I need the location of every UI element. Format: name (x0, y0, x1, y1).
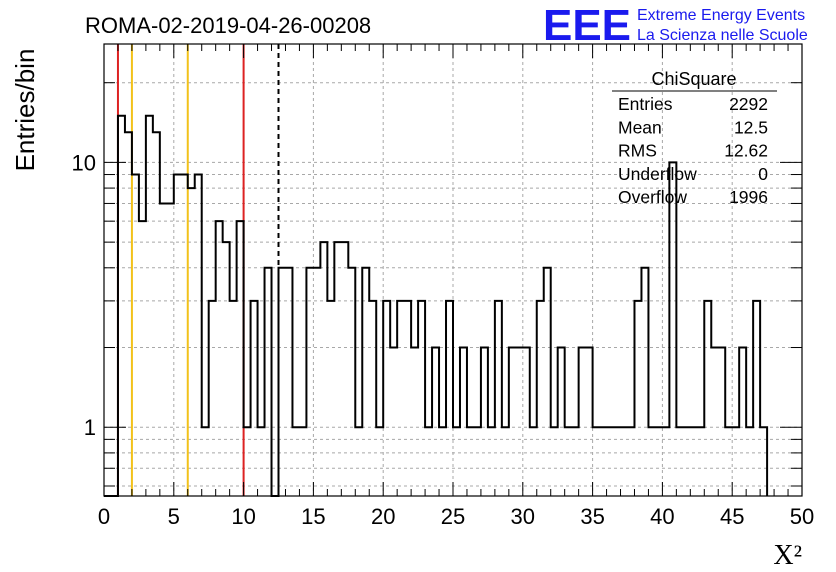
x-tick-label: 10 (231, 504, 255, 529)
reference-lines (116, 44, 280, 496)
stats-value: 12.5 (734, 117, 768, 137)
stats-rows: Entries 2292 Mean 12.5 RMS 12.62 Underflow 0 Ove… (618, 94, 768, 207)
eee-logo-line2: La Scienza nelle Scuole (637, 27, 808, 44)
stats-label: Entries (618, 94, 673, 114)
x-tick-label: 0 (98, 504, 110, 529)
stats-box: ChiSquare Entries 2292 Mean 12.5 RMS 12.62 Und… (612, 69, 777, 207)
stats-value: 12.62 (724, 141, 768, 161)
axis-ticks (103, 44, 803, 496)
x-tick-label: 30 (511, 504, 535, 529)
x-tick-label: 40 (650, 504, 674, 529)
x-tick-label: 15 (301, 504, 325, 529)
eee-logo: EEE Extreme Energy Events La Scienza nel… (543, 1, 808, 50)
stats-label: Underflow (618, 164, 697, 184)
stats-title: ChiSquare (651, 69, 736, 89)
stats-label: Overflow (618, 187, 687, 207)
y-tick-label: 10 (72, 150, 96, 175)
x-axis-label: X² (773, 540, 802, 571)
x-tick-label: 50 (790, 504, 814, 529)
x-tick-label: 35 (580, 504, 604, 529)
x-tick-label: 5 (168, 504, 180, 529)
axis-tick-labels: 0 5 10 15 20 25 30 35 40 45 50 1 10 (72, 150, 815, 529)
x-tick-label: 25 (441, 504, 465, 529)
stats-value: 2292 (729, 94, 768, 114)
histogram-bins (104, 114, 769, 497)
stats-value: 0 (758, 164, 768, 184)
histogram-outline (104, 114, 769, 497)
stats-value: 1996 (729, 187, 768, 207)
stats-label: RMS (618, 141, 657, 161)
eee-logo-mark: EEE (543, 1, 631, 50)
chart-title: ROMA-02-2019-04-26-00208 (85, 13, 371, 38)
stats-label: Mean (618, 117, 662, 137)
x-tick-label: 20 (371, 504, 395, 529)
x-tick-label: 45 (720, 504, 744, 529)
y-tick-label: 1 (84, 415, 96, 440)
y-axis-label: Entries/bin (10, 49, 40, 172)
eee-logo-line1: Extreme Energy Events (637, 7, 805, 24)
